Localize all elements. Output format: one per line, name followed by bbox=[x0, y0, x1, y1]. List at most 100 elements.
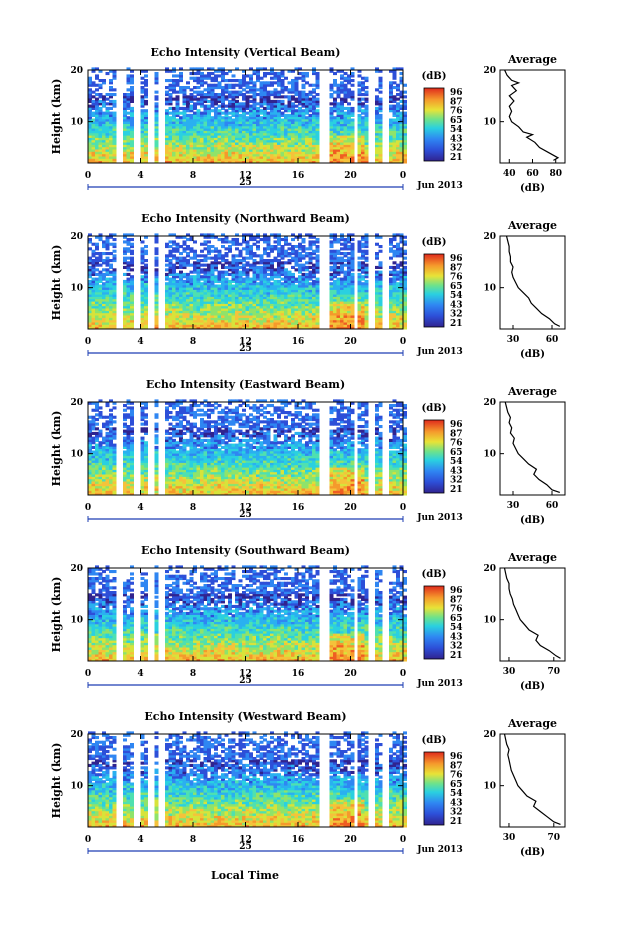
heatmap-cell bbox=[298, 243, 302, 246]
heatmap-cell bbox=[375, 271, 379, 274]
heatmap-cell bbox=[113, 88, 117, 91]
heatmap-cell bbox=[155, 257, 159, 260]
heatmap-cell bbox=[95, 74, 99, 77]
heatmap-cell bbox=[270, 245, 274, 248]
heatmap-cell bbox=[102, 95, 106, 98]
heatmap-cell bbox=[361, 98, 365, 101]
heatmap-cell bbox=[330, 266, 334, 269]
heatmap-cell bbox=[281, 278, 285, 281]
heatmap-cell bbox=[256, 240, 260, 243]
heatmap-cell bbox=[106, 257, 110, 260]
heatmap-cell bbox=[102, 273, 106, 276]
heatmap-cell bbox=[337, 257, 341, 260]
profile-y-tick-label: 20 bbox=[483, 66, 496, 76]
heatmap-cell bbox=[239, 79, 243, 82]
heatmap-cell bbox=[193, 250, 197, 253]
heatmap-cell bbox=[344, 77, 348, 80]
heatmap-cell bbox=[288, 114, 292, 117]
heatmap-cell bbox=[316, 245, 320, 248]
heatmap-cell bbox=[123, 247, 127, 250]
heatmap-cell bbox=[214, 84, 218, 87]
heatmap-cell bbox=[246, 240, 250, 243]
heatmap-cell bbox=[274, 240, 278, 243]
heatmap-cell bbox=[403, 112, 407, 115]
heatmap-cell bbox=[204, 81, 208, 84]
heatmap-cell bbox=[186, 114, 190, 117]
heatmap-cell bbox=[393, 119, 397, 122]
heatmap-cell bbox=[130, 86, 134, 89]
heatmap-cell bbox=[309, 114, 313, 117]
heatmap-cell bbox=[242, 247, 246, 250]
heatmap-cell bbox=[179, 257, 183, 260]
heatmap-cell bbox=[232, 238, 236, 241]
heatmap-cell bbox=[193, 261, 197, 264]
heatmap-cell bbox=[193, 95, 197, 98]
heatmap-cell bbox=[316, 238, 320, 241]
heatmap-cell bbox=[295, 268, 299, 271]
heatmap-cell bbox=[232, 91, 236, 94]
heatmap-cell bbox=[309, 240, 313, 243]
heatmap-cell bbox=[393, 266, 397, 269]
heatmap-cell bbox=[396, 282, 400, 285]
heatmap-cell bbox=[92, 250, 96, 253]
heatmap-cell bbox=[361, 250, 365, 253]
heatmap-cell bbox=[340, 247, 344, 250]
heatmap-cell bbox=[344, 238, 348, 241]
heatmap-cell bbox=[291, 238, 295, 241]
heatmap-cell bbox=[351, 84, 355, 87]
heatmap-cell bbox=[270, 282, 274, 285]
heatmap-cell bbox=[197, 259, 201, 262]
heatmap-cell bbox=[281, 261, 285, 264]
heatmap-cell bbox=[298, 252, 302, 255]
heatmap-cell bbox=[106, 93, 110, 96]
heatmap-cell bbox=[99, 93, 103, 96]
heatmap-cell bbox=[239, 266, 243, 269]
heatmap-cell bbox=[235, 91, 239, 94]
y-tick-label: 20 bbox=[70, 66, 83, 76]
heatmap-cell bbox=[305, 266, 309, 269]
heatmap-cell bbox=[340, 74, 344, 77]
heatmap-cell bbox=[291, 245, 295, 248]
heatmap-cell bbox=[165, 109, 169, 112]
heatmap-cell bbox=[365, 264, 369, 267]
heatmap-cell bbox=[102, 259, 106, 262]
heatmap-cell bbox=[284, 86, 288, 89]
heatmap-cell bbox=[330, 84, 334, 87]
heatmap-cell bbox=[228, 116, 232, 119]
heatmap-cell bbox=[267, 112, 271, 115]
heatmap-cell bbox=[309, 252, 313, 255]
heatmap-cell bbox=[109, 79, 113, 82]
heatmap-cell bbox=[351, 273, 355, 276]
heatmap-cell bbox=[225, 278, 229, 281]
heatmap-cell bbox=[197, 109, 201, 112]
heatmap-cell bbox=[204, 105, 208, 108]
heatmap-cell bbox=[288, 95, 292, 98]
heatmap-cell bbox=[396, 102, 400, 105]
heatmap-cell bbox=[144, 245, 148, 248]
heatmap-cell bbox=[176, 280, 180, 283]
heatmap-cell bbox=[263, 72, 267, 75]
heatmap-cell bbox=[102, 240, 106, 243]
heatmap-cell bbox=[365, 280, 369, 283]
heatmap-cell bbox=[176, 119, 180, 122]
heatmap-cell bbox=[281, 95, 285, 98]
heatmap-cell bbox=[207, 84, 211, 87]
profile-title: Average bbox=[507, 53, 557, 66]
heatmap-cell bbox=[106, 102, 110, 105]
heatmap-cell bbox=[155, 102, 159, 105]
heatmap-cell bbox=[95, 252, 99, 255]
heatmap-cell bbox=[169, 116, 173, 119]
heatmap-cell bbox=[127, 88, 131, 91]
heatmap-cell bbox=[270, 91, 274, 94]
heatmap-cell bbox=[281, 282, 285, 285]
heatmap-cell bbox=[246, 116, 250, 119]
heatmap-cell bbox=[260, 254, 264, 257]
y-tick-label: 10 bbox=[70, 118, 83, 128]
heatmap-cell bbox=[305, 247, 309, 250]
heatmap-cell bbox=[88, 247, 92, 250]
heatmap-cell bbox=[246, 268, 250, 271]
heatmap-cell bbox=[109, 252, 113, 255]
heatmap-cell bbox=[123, 240, 127, 243]
heatmap-cell bbox=[88, 266, 92, 269]
